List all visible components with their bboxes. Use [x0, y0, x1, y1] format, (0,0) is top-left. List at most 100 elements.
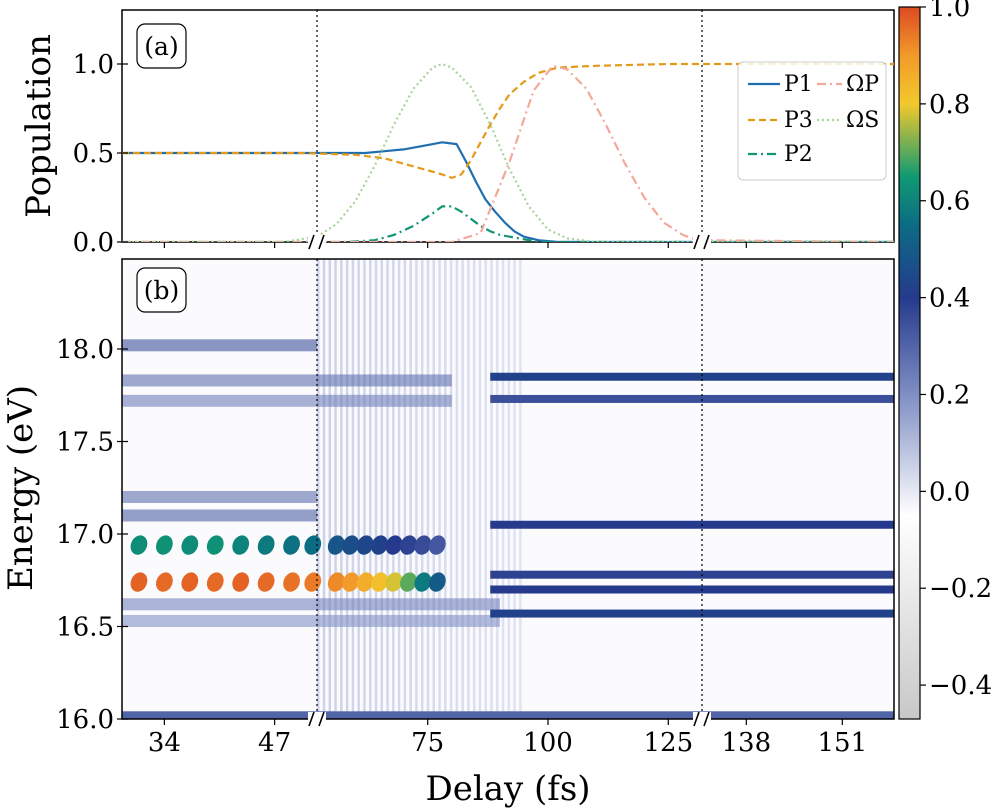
ripple-band [122, 339, 317, 352]
colorbar-tick-label: 0.8 [929, 90, 970, 120]
fringe-band [472, 259, 476, 719]
ripple-band [122, 598, 500, 611]
series-line-P3 [122, 62, 894, 179]
fringe-band [340, 259, 343, 719]
y-tick-label: 0.5 [73, 139, 114, 169]
heatmap-spot [283, 535, 300, 555]
heatmap-spot [414, 572, 432, 592]
series-line-OmegaP [122, 64, 894, 242]
fringe-band [415, 259, 418, 719]
y-tick-label: 17.5 [56, 428, 114, 458]
fringe-band [392, 259, 395, 719]
y-tick-label: 16.5 [56, 613, 114, 643]
y-tick-label: 1.0 [73, 50, 114, 80]
fringe-band [317, 259, 320, 719]
axis-break-slash [703, 711, 710, 727]
colorbar-ticks: 1.0 0.8 0.6 0.4 0.2 0.0 −0.2 −0.4 [920, 0, 992, 701]
fringe-band [426, 259, 430, 719]
ripple-band [122, 374, 452, 387]
energy-line [490, 372, 894, 381]
ripple-band [122, 509, 317, 522]
panel-a-y-ticks: 0.0 0.5 1.0 [73, 50, 128, 258]
colorbar-tick-label: −0.4 [929, 671, 992, 701]
legend-label-P1: P1 [784, 72, 813, 97]
heatmap-spot [232, 535, 250, 555]
x-tick-label: 138 [721, 728, 771, 758]
y-tick-label: 0.0 [73, 228, 114, 258]
x-tick-label: 100 [523, 728, 573, 758]
heatmap-spot [371, 535, 388, 555]
x-tick-label: 151 [817, 728, 867, 758]
axis-break-slash [308, 234, 315, 250]
y-tick-label: 16.0 [56, 705, 114, 735]
fringe-band [438, 259, 441, 719]
panel-b-tag-box [136, 267, 187, 313]
heatmap-spot [327, 535, 345, 555]
y-tick-label: 18.0 [56, 335, 114, 365]
legend-label-OmegaP: ΩP [846, 72, 879, 97]
colorbar-tick-label: 0.6 [929, 187, 970, 217]
heatmap-spot [371, 572, 388, 592]
fringe-band [328, 259, 332, 719]
fringe-band [357, 259, 360, 719]
heatmap-spot [400, 572, 417, 592]
heatmap-spot [232, 572, 250, 592]
axis-break-slash [693, 234, 700, 250]
panel-a-frame [121, 9, 895, 243]
x-tick-label: 47 [258, 728, 291, 758]
fringe-band [432, 259, 435, 719]
panel-b-ylabel: Energy (eV) [1, 385, 41, 591]
fringe-band [351, 259, 355, 719]
heatmap-spot [130, 535, 148, 555]
fringe-band [478, 259, 482, 719]
heatmap-spot [428, 572, 446, 592]
fringe-band [403, 259, 407, 719]
fringe-band [490, 259, 493, 719]
fringe-band [484, 259, 487, 719]
axis-break-slash [693, 711, 700, 727]
fringe-band [496, 259, 499, 719]
panel-b-tag: (b) [144, 276, 180, 305]
fringe-band [409, 259, 412, 719]
legend-frame [737, 61, 887, 181]
heatmap-spot [327, 572, 345, 592]
colorbar-tick-label: 0.0 [929, 477, 970, 507]
fringe-band [455, 259, 459, 719]
heatmap-spot [257, 572, 275, 592]
heatmap-spot [428, 535, 446, 555]
energy-line [490, 585, 894, 594]
heatmap-spot [400, 535, 417, 555]
panel-b-xlabel: Delay (fs) [425, 769, 590, 809]
heatmap-spot [342, 535, 360, 555]
panel-b-axis-break-marks [308, 711, 711, 727]
heatmap-spot [356, 535, 374, 555]
panel-b-background [122, 259, 894, 719]
heatmap-spot [206, 535, 224, 555]
heatmap-spot [356, 572, 374, 592]
panel-b-frame [121, 258, 895, 720]
energy-line [490, 609, 894, 618]
heatmap-spot [414, 535, 432, 555]
heatmap-spot [304, 572, 322, 592]
panel-b: 16.016.517.017.518.0 34 47 75 100 125 138 151 … [1, 258, 895, 809]
panel-b-break-lines [316, 259, 703, 719]
fringe-band [368, 259, 372, 719]
legend-items: P1 P3 P2 ΩP ΩS [748, 72, 879, 167]
colorbar-tick-label: 0.4 [929, 284, 970, 314]
energy-line [490, 520, 894, 529]
fringe-band [420, 259, 424, 719]
panel-a-break-lines [316, 10, 703, 242]
colorbar-tick-label: −0.2 [929, 574, 992, 604]
heatmap-spot [155, 572, 173, 592]
panel-b-y-ticks: 16.0 16.5 17.0 17.5 18.0 [56, 335, 128, 735]
series-line-P1 [122, 141, 894, 242]
x-tick-label: 34 [148, 728, 181, 758]
heatmap-spot [181, 572, 199, 592]
colorbar: 1.0 0.8 0.6 0.4 0.2 0.0 −0.2 −0.4 [898, 0, 992, 720]
colorbar-tick-label: 0.2 [929, 380, 970, 410]
heatmap-spot [342, 572, 360, 592]
axis-break-slash [308, 711, 315, 727]
ripple-band [122, 614, 500, 627]
heatmap-spot [385, 572, 403, 592]
